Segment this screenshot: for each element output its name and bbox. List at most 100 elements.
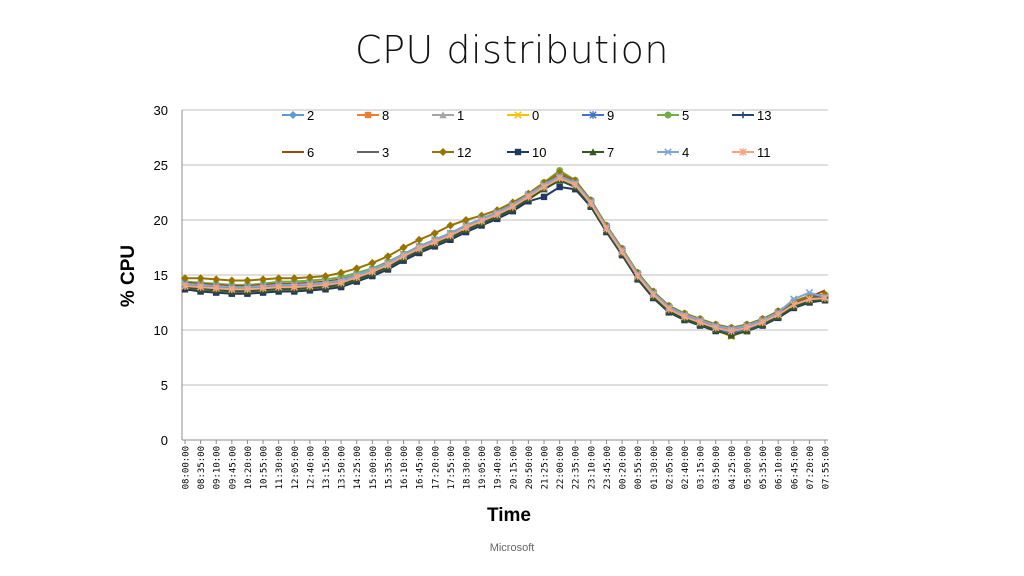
data-point bbox=[461, 216, 470, 224]
legend-label: 4 bbox=[682, 145, 689, 160]
data-point bbox=[696, 318, 704, 326]
data-point bbox=[290, 283, 298, 291]
data-point bbox=[368, 258, 377, 267]
series-2 bbox=[181, 172, 829, 334]
data-point bbox=[680, 313, 689, 321]
data-point bbox=[212, 284, 220, 292]
y-tick-label: 25 bbox=[154, 158, 168, 173]
legend-item-0: 0 bbox=[507, 108, 539, 123]
x-tick-label: 19:05:00 bbox=[478, 446, 488, 489]
legend-label: 8 bbox=[382, 108, 389, 123]
data-point bbox=[290, 274, 299, 283]
data-point bbox=[743, 324, 751, 332]
series-line-3 bbox=[184, 176, 826, 331]
x-tick-label: 23:45:00 bbox=[603, 446, 613, 489]
data-point bbox=[556, 183, 563, 191]
data-point bbox=[415, 235, 424, 244]
y-tick-label: 15 bbox=[154, 268, 168, 283]
data-point bbox=[524, 193, 533, 201]
series-6 bbox=[184, 173, 826, 330]
data-point bbox=[321, 272, 330, 281]
legend-label: 13 bbox=[757, 108, 771, 123]
series-line-11 bbox=[184, 177, 826, 333]
x-tick-label: 05:35:00 bbox=[759, 446, 769, 489]
data-point bbox=[540, 183, 548, 191]
legend-marker bbox=[364, 111, 372, 119]
data-point bbox=[243, 276, 252, 285]
x-tick-label: 02:40:00 bbox=[681, 446, 691, 489]
series-4 bbox=[181, 172, 829, 333]
x-tick-label: 08:35:00 bbox=[197, 446, 207, 489]
data-point bbox=[790, 295, 798, 303]
x-axis-label: Time bbox=[487, 505, 531, 526]
x-tick-label: 03:15:00 bbox=[697, 446, 707, 489]
data-point bbox=[790, 301, 798, 309]
legend-item-3: 3 bbox=[357, 145, 389, 160]
x-tick-label: 21:25:00 bbox=[541, 446, 551, 489]
legend-item-1: 1 bbox=[432, 108, 464, 123]
legend-marker bbox=[514, 148, 522, 156]
x-tick-label: 14:25:00 bbox=[353, 446, 363, 489]
data-point bbox=[431, 238, 439, 246]
legend-item-5: 5 bbox=[657, 108, 689, 123]
x-tick-label: 02:05:00 bbox=[665, 446, 675, 489]
x-tick-label: 04:25:00 bbox=[728, 446, 738, 489]
x-tick-label: 22:35:00 bbox=[572, 446, 582, 489]
legend-marker bbox=[439, 111, 447, 119]
y-tick-label: 5 bbox=[161, 378, 168, 393]
data-point bbox=[321, 281, 330, 289]
data-point bbox=[399, 252, 408, 260]
gridlines bbox=[182, 109, 828, 386]
data-point bbox=[758, 318, 767, 326]
data-point bbox=[337, 279, 345, 287]
data-point bbox=[353, 273, 361, 281]
x-tick-label: 15:00:00 bbox=[369, 446, 379, 489]
data-point bbox=[540, 193, 548, 201]
x-tick-label: 01:30:00 bbox=[650, 446, 660, 489]
data-point bbox=[477, 217, 486, 225]
y-axis-label: % CPU bbox=[118, 245, 139, 307]
data-point bbox=[665, 305, 673, 313]
legend-marker bbox=[514, 111, 522, 119]
legend-label: 1 bbox=[457, 108, 464, 123]
x-tick-label: 15:35:00 bbox=[384, 446, 394, 489]
data-point bbox=[821, 294, 829, 302]
x-tick-label: 07:20:00 bbox=[806, 446, 816, 489]
legend-marker bbox=[589, 148, 597, 156]
series-8 bbox=[181, 175, 829, 335]
x-tick-label: 06:10:00 bbox=[775, 446, 785, 489]
data-point bbox=[383, 252, 392, 261]
data-point bbox=[181, 282, 189, 290]
x-tick-label: 12:05:00 bbox=[291, 446, 301, 489]
series-line-8 bbox=[184, 177, 826, 333]
data-point bbox=[196, 283, 205, 291]
data-point bbox=[430, 229, 439, 238]
x-tick-label: 10:55:00 bbox=[260, 446, 270, 489]
data-point bbox=[649, 291, 657, 299]
series-line-7 bbox=[184, 179, 826, 337]
data-point bbox=[712, 324, 720, 332]
legend-item-2: 2 bbox=[282, 108, 314, 123]
series-line-5 bbox=[184, 169, 826, 329]
data-point bbox=[446, 221, 455, 230]
series-9 bbox=[181, 175, 829, 336]
data-point bbox=[227, 276, 236, 285]
data-point bbox=[306, 282, 314, 290]
data-point bbox=[493, 210, 501, 219]
x-tick-label: 18:30:00 bbox=[462, 446, 472, 489]
legend-item-10: 10 bbox=[507, 145, 546, 160]
x-tick-label: 13:15:00 bbox=[322, 446, 332, 489]
legend-label: 7 bbox=[607, 145, 614, 160]
legend-marker bbox=[739, 148, 747, 156]
x-tick-label: 12:40:00 bbox=[306, 446, 316, 489]
series-line-12 bbox=[185, 171, 826, 329]
data-point bbox=[368, 268, 377, 276]
data-point bbox=[602, 225, 611, 233]
slide-title: CPU distribution bbox=[355, 28, 669, 72]
data-point bbox=[446, 231, 455, 240]
legend-item-7: 7 bbox=[582, 145, 614, 160]
series-lines bbox=[181, 167, 829, 341]
data-point bbox=[384, 261, 392, 269]
data-point bbox=[259, 275, 268, 284]
legend-marker bbox=[664, 148, 672, 156]
